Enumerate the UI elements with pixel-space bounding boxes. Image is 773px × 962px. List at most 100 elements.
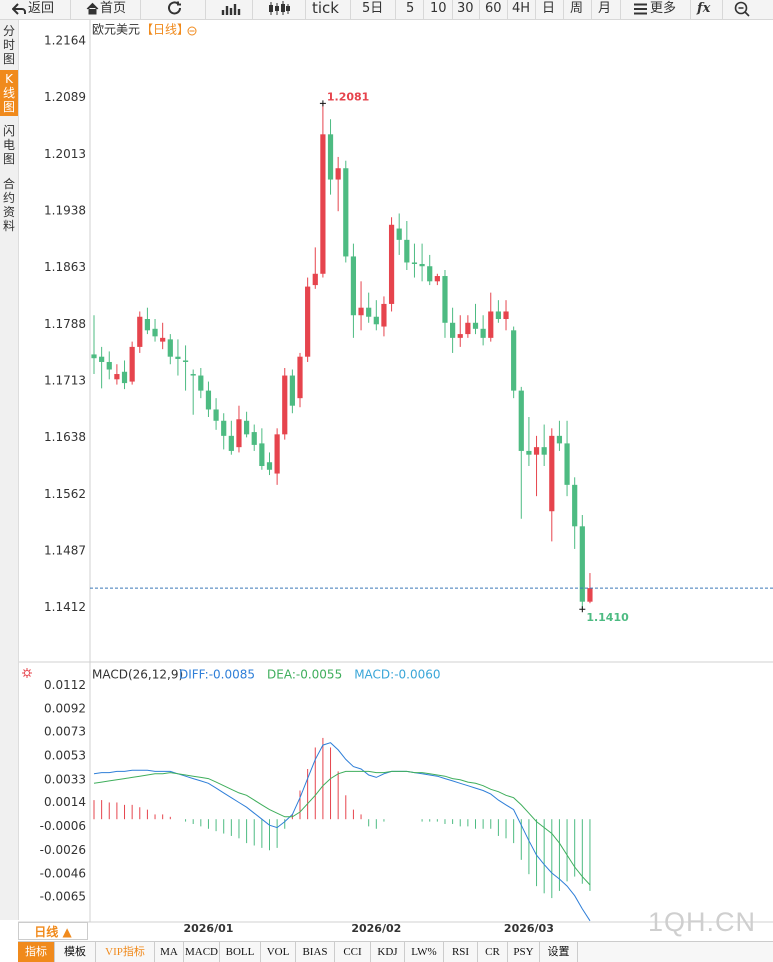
y-tick-label: 1.1638 <box>44 430 86 444</box>
candle-body <box>244 420 250 435</box>
candle-body <box>144 319 151 331</box>
chart-type-button[interactable] <box>221 1 241 16</box>
indicator-tab[interactable]: 指标 <box>18 942 55 962</box>
y-tick-label: 0.0112 <box>44 678 86 692</box>
candle-body <box>434 276 440 282</box>
indicator-tab[interactable]: PSY <box>508 942 540 962</box>
settings-icon[interactable] <box>187 26 197 36</box>
period-selector[interactable]: 日线 ▲ <box>18 922 88 940</box>
tick-button[interactable]: tick <box>312 0 339 17</box>
candle-body <box>518 390 524 451</box>
y-tick-label: 1.1788 <box>44 317 86 331</box>
candle-body <box>137 316 143 347</box>
candle-body <box>533 447 540 455</box>
candle-body <box>572 484 578 527</box>
indicator-tab[interactable]: MACD <box>184 942 220 962</box>
macd-title: MACD(26,12,9) <box>92 668 183 682</box>
indicator-tab[interactable]: 模板 <box>55 942 96 962</box>
y-tick-label: 1.1412 <box>44 600 86 614</box>
period-button[interactable]: 日 <box>542 1 556 16</box>
candle-body <box>450 322 456 338</box>
candle-body <box>358 307 364 316</box>
candle-body <box>205 390 212 410</box>
zoom-out-button[interactable] <box>734 1 750 17</box>
period-button[interactable]: 30 <box>457 1 474 16</box>
x-tick-label: 2026/01 <box>183 922 233 935</box>
candle-body <box>190 374 196 376</box>
period-button[interactable]: 5 <box>406 1 415 16</box>
y-tick-label: 0.0092 <box>44 702 86 716</box>
candle-body <box>503 311 509 320</box>
y-tick-label: 0.0073 <box>44 724 86 738</box>
indicator-tab[interactable]: CR <box>478 942 508 962</box>
candle-body <box>198 375 204 391</box>
chart-title: 欧元美元 <box>92 23 140 37</box>
indicator-tab[interactable]: VOL <box>261 942 296 962</box>
candle-body <box>114 374 120 380</box>
y-tick-label: 1.1562 <box>44 487 86 501</box>
legend-label: MACD:-0.0060 <box>354 668 440 682</box>
back-button[interactable]: 返回 <box>28 1 55 16</box>
candle-body <box>213 409 219 421</box>
home-icon <box>86 2 99 15</box>
candle-body <box>427 266 433 282</box>
legend-label: DIFF:-0.0085 <box>179 668 255 682</box>
menu-icon <box>634 3 647 15</box>
y-tick-label: 1.1487 <box>44 544 86 558</box>
extreme-marker <box>319 100 326 107</box>
candle-body <box>388 224 395 304</box>
candle-body <box>160 337 166 342</box>
indicator-tab[interactable]: 设置 <box>540 942 578 962</box>
candle-body <box>259 443 265 467</box>
macd-line <box>93 770 591 886</box>
candle-body <box>305 286 311 357</box>
period-button[interactable]: 5日 <box>362 1 384 16</box>
candle-body <box>129 346 135 382</box>
back-icon <box>12 3 26 15</box>
y-tick-label: 1.2013 <box>44 147 86 161</box>
sidebar-tab[interactable]: 合约资料 <box>3 177 16 233</box>
candle-body <box>495 311 501 320</box>
macd-settings-icon[interactable] <box>22 668 32 678</box>
indicator-tab[interactable]: LW% <box>405 942 444 962</box>
more-button[interactable]: 更多 <box>650 1 677 16</box>
formula-button[interactable]: fx <box>697 1 711 16</box>
y-tick-label: -0.0046 <box>40 867 86 881</box>
candle-body <box>274 434 280 474</box>
home-button[interactable]: 首页 <box>100 1 127 16</box>
indicator-tab[interactable]: BIAS <box>296 942 335 962</box>
sidebar-tab[interactable]: 闪电图 <box>3 124 16 166</box>
y-tick-label: -0.0065 <box>40 889 86 903</box>
candle-body <box>579 526 585 602</box>
legend-label: DEA:-0.0055 <box>267 668 342 682</box>
candle-body <box>175 356 181 359</box>
indicator-tab[interactable]: KDJ <box>371 942 405 962</box>
period-button[interactable]: 4H <box>512 1 531 16</box>
y-tick-label: -0.0006 <box>40 819 86 833</box>
period-button[interactable]: 60 <box>485 1 502 16</box>
sidebar-tab[interactable]: 分时图 <box>3 24 16 66</box>
toolbar: 返回 首页 tick 5日 5 10 30 60 4H 日 周 月 更多 fx <box>0 0 773 20</box>
candle-body <box>419 263 425 267</box>
refresh-button[interactable] <box>167 1 183 16</box>
indicator-tab[interactable]: MA <box>155 942 184 962</box>
period-tag: 【日线】 <box>141 23 189 37</box>
y-tick-label: 0.0053 <box>44 748 86 762</box>
candle-body <box>106 361 112 370</box>
indicator-tab[interactable]: VIP指标 <box>96 942 155 962</box>
extreme-label: 1.1410 <box>586 611 629 624</box>
candle-body <box>99 356 105 362</box>
period-button[interactable]: 周 <box>570 1 584 16</box>
indicator-tab[interactable]: RSI <box>444 942 478 962</box>
candle-body <box>266 462 273 470</box>
indicator-tab[interactable]: BOLL <box>220 942 261 962</box>
candle-body <box>556 435 563 444</box>
period-button[interactable]: 10 <box>430 1 447 16</box>
sidebar-tab-active[interactable]: K线图 <box>0 70 18 116</box>
candle-type-button[interactable] <box>268 1 290 16</box>
period-button[interactable]: 月 <box>598 1 612 16</box>
indicator-tab[interactable]: CCI <box>335 942 371 962</box>
candle-body <box>282 375 288 435</box>
